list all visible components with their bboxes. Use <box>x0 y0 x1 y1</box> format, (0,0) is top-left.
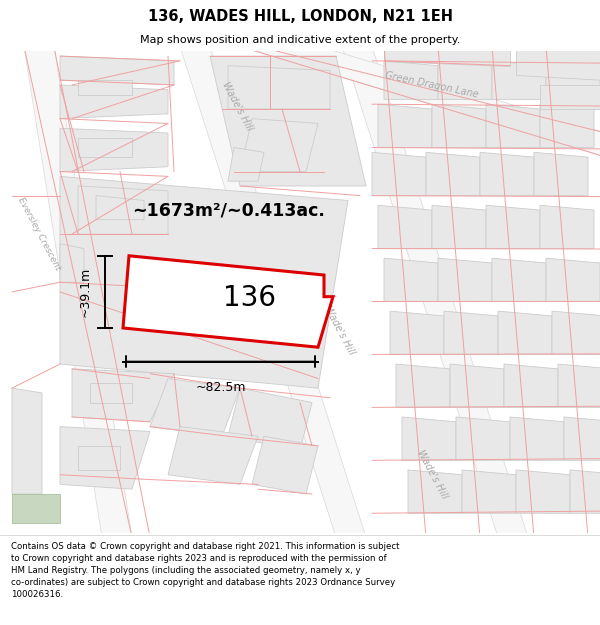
Text: Wade's Hill: Wade's Hill <box>415 449 449 501</box>
Polygon shape <box>504 364 558 408</box>
Polygon shape <box>384 258 438 301</box>
Polygon shape <box>240 119 318 171</box>
Polygon shape <box>96 196 144 219</box>
Text: Eversley Crescent: Eversley Crescent <box>16 196 62 272</box>
Text: ~1673m²/~0.413ac.: ~1673m²/~0.413ac. <box>132 201 325 219</box>
Polygon shape <box>540 85 600 109</box>
Polygon shape <box>438 61 492 99</box>
Polygon shape <box>438 258 492 301</box>
Polygon shape <box>60 56 174 85</box>
Polygon shape <box>228 66 330 109</box>
Text: Map shows position and indicative extent of the property.: Map shows position and indicative extent… <box>140 35 460 45</box>
Polygon shape <box>408 470 462 513</box>
Polygon shape <box>378 205 432 249</box>
Polygon shape <box>24 46 132 538</box>
Polygon shape <box>60 85 168 119</box>
Polygon shape <box>516 470 570 513</box>
Text: 136: 136 <box>223 284 275 312</box>
Polygon shape <box>486 205 540 249</box>
Polygon shape <box>150 379 240 436</box>
Polygon shape <box>60 427 150 489</box>
Text: Green Dragon Lane: Green Dragon Lane <box>385 70 479 100</box>
Polygon shape <box>396 364 450 408</box>
Polygon shape <box>432 205 486 249</box>
Text: Contains OS data © Crown copyright and database right 2021. This information is : Contains OS data © Crown copyright and d… <box>11 542 400 599</box>
Text: Wade's Hill: Wade's Hill <box>322 304 356 356</box>
Polygon shape <box>402 417 456 460</box>
Polygon shape <box>492 258 546 301</box>
Polygon shape <box>72 369 174 422</box>
Polygon shape <box>558 364 600 408</box>
Polygon shape <box>492 61 546 99</box>
Polygon shape <box>552 311 600 354</box>
Text: 136, WADES HILL, LONDON, N21 1EH: 136, WADES HILL, LONDON, N21 1EH <box>148 9 452 24</box>
Polygon shape <box>540 104 594 148</box>
Polygon shape <box>60 244 84 282</box>
Text: Wade's Hill: Wade's Hill <box>220 81 254 132</box>
Polygon shape <box>78 138 132 157</box>
Text: ~82.5m: ~82.5m <box>195 381 246 394</box>
Polygon shape <box>12 388 42 494</box>
Polygon shape <box>516 46 600 80</box>
Polygon shape <box>228 148 264 181</box>
Polygon shape <box>498 311 552 354</box>
Polygon shape <box>168 427 258 484</box>
Polygon shape <box>426 152 480 196</box>
Polygon shape <box>228 388 312 451</box>
Text: ~39.1m: ~39.1m <box>79 267 92 317</box>
Polygon shape <box>123 256 333 348</box>
Polygon shape <box>12 494 60 523</box>
Polygon shape <box>570 470 600 513</box>
Polygon shape <box>90 383 132 402</box>
Polygon shape <box>534 152 588 196</box>
Polygon shape <box>480 152 534 196</box>
Polygon shape <box>240 22 600 157</box>
Polygon shape <box>546 61 600 99</box>
Polygon shape <box>450 364 504 408</box>
Polygon shape <box>456 417 510 460</box>
Polygon shape <box>78 446 120 470</box>
Polygon shape <box>540 205 594 249</box>
Polygon shape <box>342 46 528 538</box>
Polygon shape <box>510 417 564 460</box>
Polygon shape <box>60 128 168 171</box>
Polygon shape <box>444 311 498 354</box>
Polygon shape <box>378 104 432 148</box>
Polygon shape <box>462 470 516 513</box>
Polygon shape <box>546 258 600 301</box>
Polygon shape <box>390 311 444 354</box>
Polygon shape <box>78 186 168 234</box>
Polygon shape <box>384 61 438 99</box>
Polygon shape <box>384 46 510 66</box>
Polygon shape <box>372 152 426 196</box>
Polygon shape <box>78 80 132 94</box>
Polygon shape <box>60 176 348 388</box>
Polygon shape <box>180 46 366 538</box>
Polygon shape <box>564 417 600 460</box>
Polygon shape <box>432 104 486 148</box>
Polygon shape <box>210 56 366 186</box>
Polygon shape <box>252 436 318 494</box>
Polygon shape <box>486 104 540 148</box>
